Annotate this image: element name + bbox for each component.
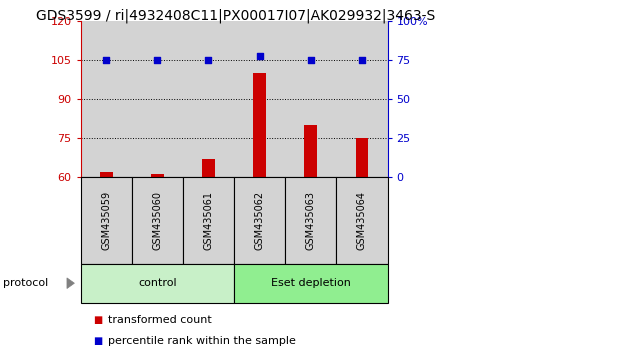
Bar xyxy=(100,172,113,177)
Text: GSM435059: GSM435059 xyxy=(101,191,111,250)
Point xyxy=(357,57,367,63)
Text: GSM435061: GSM435061 xyxy=(203,191,213,250)
Text: GSM435064: GSM435064 xyxy=(357,191,367,250)
Point xyxy=(101,57,111,63)
Text: GDS3599 / ri|4932408C11|PX00017I07|AK029932|3463-S: GDS3599 / ri|4932408C11|PX00017I07|AK029… xyxy=(36,9,435,23)
Point xyxy=(255,53,265,58)
Point xyxy=(306,57,316,63)
Text: protocol: protocol xyxy=(3,278,48,288)
Text: transformed count: transformed count xyxy=(108,315,212,325)
Text: GSM435063: GSM435063 xyxy=(306,191,316,250)
Text: Eset depletion: Eset depletion xyxy=(271,278,351,288)
Point xyxy=(153,57,162,63)
Text: ■: ■ xyxy=(93,336,102,346)
Bar xyxy=(304,125,317,177)
Bar xyxy=(202,159,215,177)
Bar xyxy=(253,73,266,177)
Text: control: control xyxy=(138,278,177,288)
Text: GSM435062: GSM435062 xyxy=(255,191,265,250)
Bar xyxy=(355,138,368,177)
Point xyxy=(203,57,213,63)
Bar xyxy=(151,175,164,177)
Text: percentile rank within the sample: percentile rank within the sample xyxy=(108,336,296,346)
Text: ■: ■ xyxy=(93,315,102,325)
Text: GSM435060: GSM435060 xyxy=(153,191,162,250)
